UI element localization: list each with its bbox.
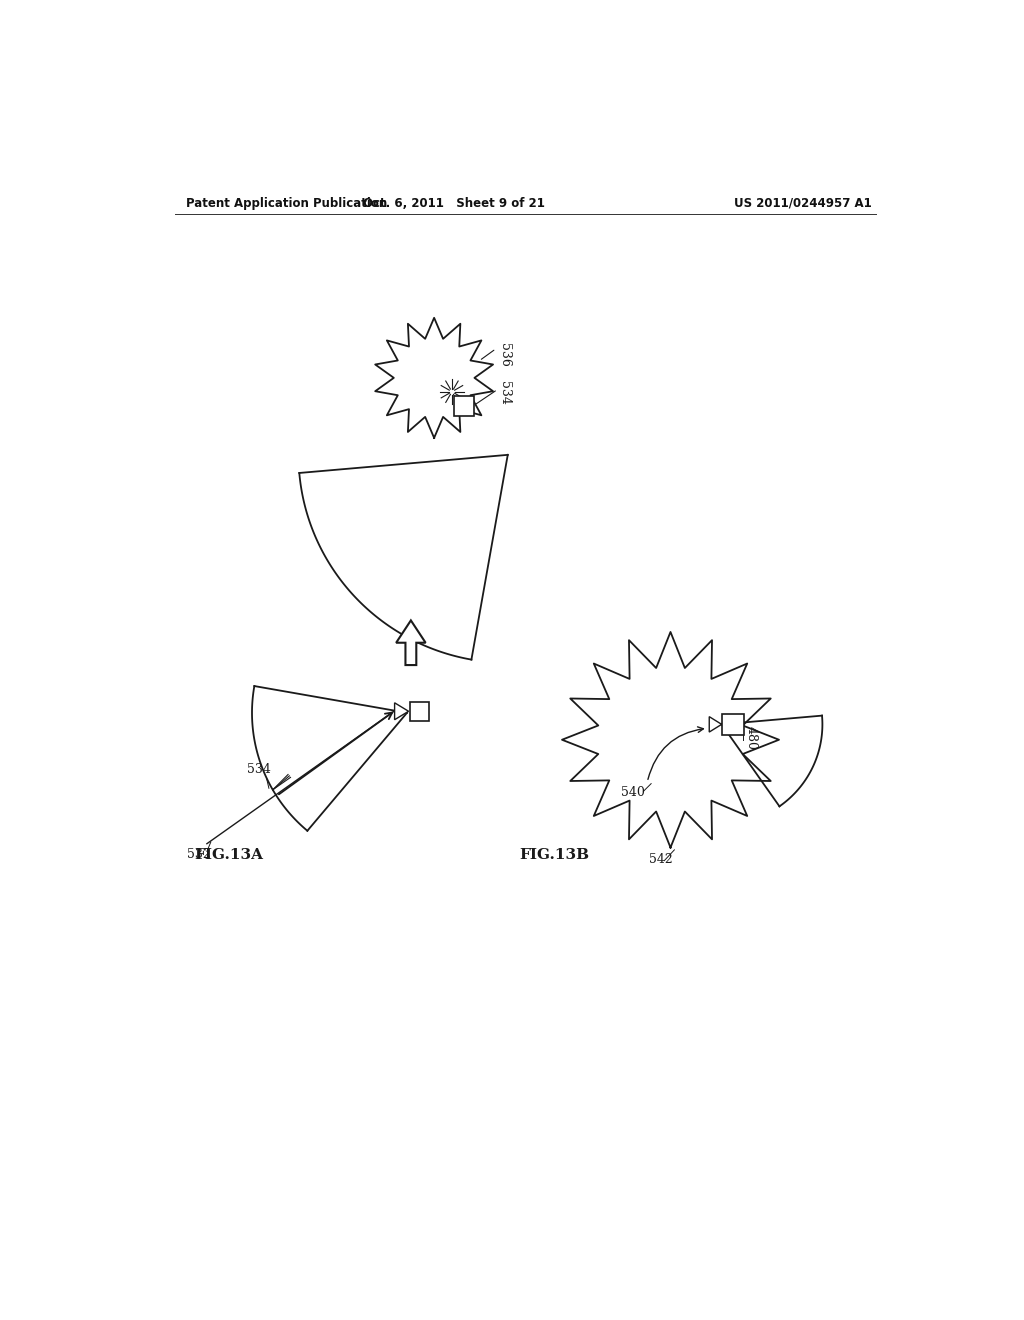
Text: 480: 480 [744, 726, 758, 751]
Text: 536: 536 [498, 343, 511, 367]
Text: 532: 532 [187, 847, 211, 861]
Text: 542: 542 [649, 853, 673, 866]
Polygon shape [710, 717, 722, 733]
Text: 540: 540 [622, 785, 645, 799]
Text: Oct. 6, 2011   Sheet 9 of 21: Oct. 6, 2011 Sheet 9 of 21 [362, 197, 545, 210]
Text: 534: 534 [498, 381, 511, 405]
Text: FIG.13B: FIG.13B [519, 849, 590, 862]
Polygon shape [396, 620, 426, 665]
Bar [722, 714, 744, 735]
Polygon shape [394, 702, 409, 719]
Text: 534: 534 [247, 763, 270, 776]
Bar [454, 396, 474, 416]
Text: US 2011/0244957 A1: US 2011/0244957 A1 [734, 197, 872, 210]
Text: Patent Application Publication: Patent Application Publication [186, 197, 387, 210]
Bar [410, 702, 429, 721]
Text: FIG.13A: FIG.13A [194, 849, 263, 862]
